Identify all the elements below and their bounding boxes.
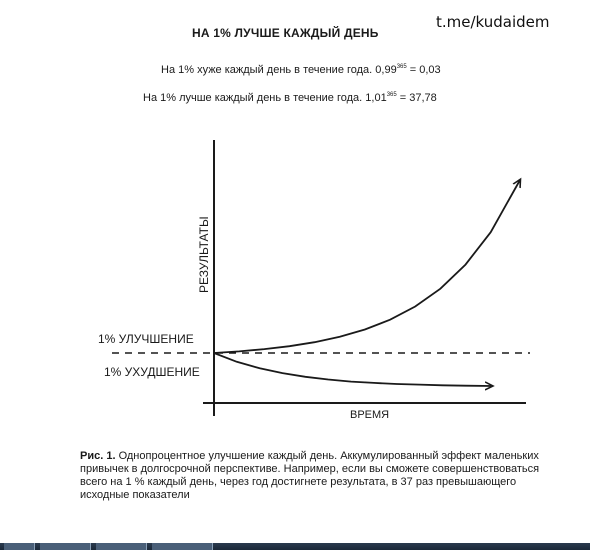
formula-better-result: = 37,78 <box>396 92 437 104</box>
annotation-improvement: 1% УЛУЧШЕНИЕ <box>98 332 194 346</box>
watermark: t.me/kudaidem <box>436 13 550 31</box>
annotation-decline: 1% УХУДШЕНИЕ <box>104 365 200 379</box>
y-axis-label: РЕЗУЛЬТАТЫ <box>197 216 211 293</box>
formula-worse-exponent: 365 <box>396 64 407 70</box>
caption-text: Однопроцентное улучшение каждый день. Ак… <box>80 450 540 501</box>
taskbar-button[interactable] <box>152 543 213 550</box>
taskbar-button[interactable] <box>96 543 147 550</box>
series-decline-line <box>213 352 492 386</box>
figure-title: НА 1% ЛУЧШЕ КАЖДЫЙ ДЕНЬ <box>192 26 379 40</box>
taskbar-button[interactable] <box>40 543 91 550</box>
taskbar[interactable] <box>0 543 590 550</box>
formula-worse: На 1% хуже каждый день в течение года. 0… <box>161 64 441 76</box>
formula-better: На 1% лучше каждый день в течение года. … <box>143 92 437 104</box>
figure-caption: Рис. 1. Однопроцентное улучшение каждый … <box>80 450 540 502</box>
x-axis-label: ВРЕМЯ <box>350 409 389 421</box>
formula-better-exponent: 365 <box>386 92 397 98</box>
formula-better-text: На 1% лучше каждый день в течение года. … <box>143 92 387 104</box>
formula-worse-text: На 1% хуже каждый день в течение года. 0… <box>161 64 397 76</box>
taskbar-button[interactable] <box>4 543 35 550</box>
series-improvement-line <box>213 180 520 354</box>
formula-worse-result: = 0,03 <box>406 64 441 76</box>
caption-label: Рис. 1. <box>80 450 116 462</box>
